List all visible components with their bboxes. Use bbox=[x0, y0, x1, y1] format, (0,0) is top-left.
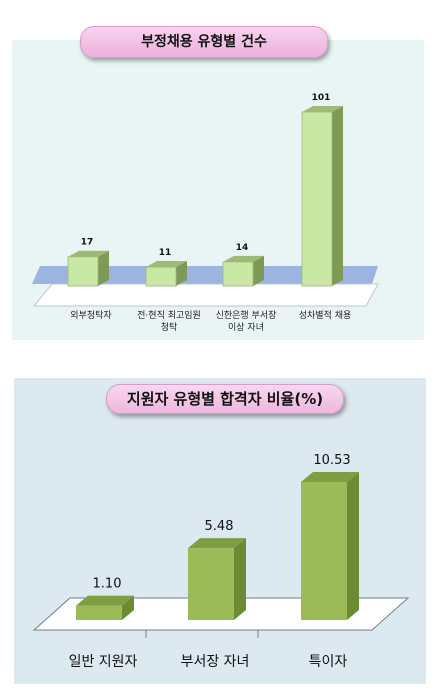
chart-panel-incidents: 17 외부청탁자 11 전·현직 최고임원 청탁 14 신한은행 부서장 이상 자녀 101 성차… bbox=[12, 40, 424, 340]
bar-top bbox=[188, 538, 246, 549]
bar-side bbox=[176, 261, 187, 286]
bar-side bbox=[234, 538, 246, 620]
floor-plane bbox=[32, 283, 379, 307]
floor-band bbox=[32, 266, 378, 284]
bar bbox=[301, 111, 333, 287]
bar-top bbox=[223, 255, 264, 262]
data-label: 5.48 bbox=[205, 519, 234, 534]
bar bbox=[222, 261, 254, 287]
tick-label: 성차별적 채용 bbox=[299, 309, 352, 321]
data-label: 10.53 bbox=[313, 453, 350, 468]
data-label: 1.10 bbox=[93, 577, 122, 592]
data-label: 14 bbox=[236, 243, 249, 253]
bar bbox=[76, 605, 122, 620]
data-label: 101 bbox=[312, 93, 331, 103]
bar-side bbox=[122, 595, 134, 620]
data-label: 11 bbox=[159, 248, 172, 258]
tick-label: 청탁 bbox=[161, 321, 178, 333]
tick-label: 특이자 bbox=[309, 654, 348, 670]
chart-panel-pass-rate: 1.10 일반 지원자 5.48 부서장 자녀 10.53 특이자 bbox=[0, 378, 442, 688]
tick-label: 이상 자녀 bbox=[228, 322, 264, 333]
bar bbox=[67, 256, 99, 287]
chart-title-pass-rate: 지원자 유형별 합격자 비율(%) bbox=[106, 384, 344, 414]
bar-side bbox=[98, 250, 109, 286]
tick-label: 일반 지원자 bbox=[69, 654, 138, 670]
bar-top bbox=[301, 472, 359, 482]
data-label: 17 bbox=[81, 238, 94, 248]
bar bbox=[188, 548, 234, 620]
tick-label: 외부청탁자 bbox=[70, 309, 112, 321]
bar bbox=[301, 482, 347, 620]
bar-side bbox=[347, 472, 359, 620]
bar-side bbox=[253, 255, 264, 286]
tick-label: 신한은행 부서장 bbox=[216, 309, 277, 321]
bar bbox=[145, 266, 177, 287]
chart-title-incidents: 부정채용 유형별 건수 bbox=[80, 26, 328, 58]
bar-top bbox=[76, 595, 134, 606]
tick-label: 전·현직 최고임원 bbox=[137, 309, 201, 321]
pass-rate-bar-chart: 1.10 일반 지원자 5.48 부서장 자녀 10.53 특이자 bbox=[14, 378, 426, 684]
bar-top bbox=[302, 106, 343, 112]
tick-label: 부서장 자녀 bbox=[181, 654, 250, 670]
bar-side bbox=[332, 106, 343, 286]
bar-top bbox=[146, 261, 187, 268]
bar-top bbox=[68, 250, 109, 257]
